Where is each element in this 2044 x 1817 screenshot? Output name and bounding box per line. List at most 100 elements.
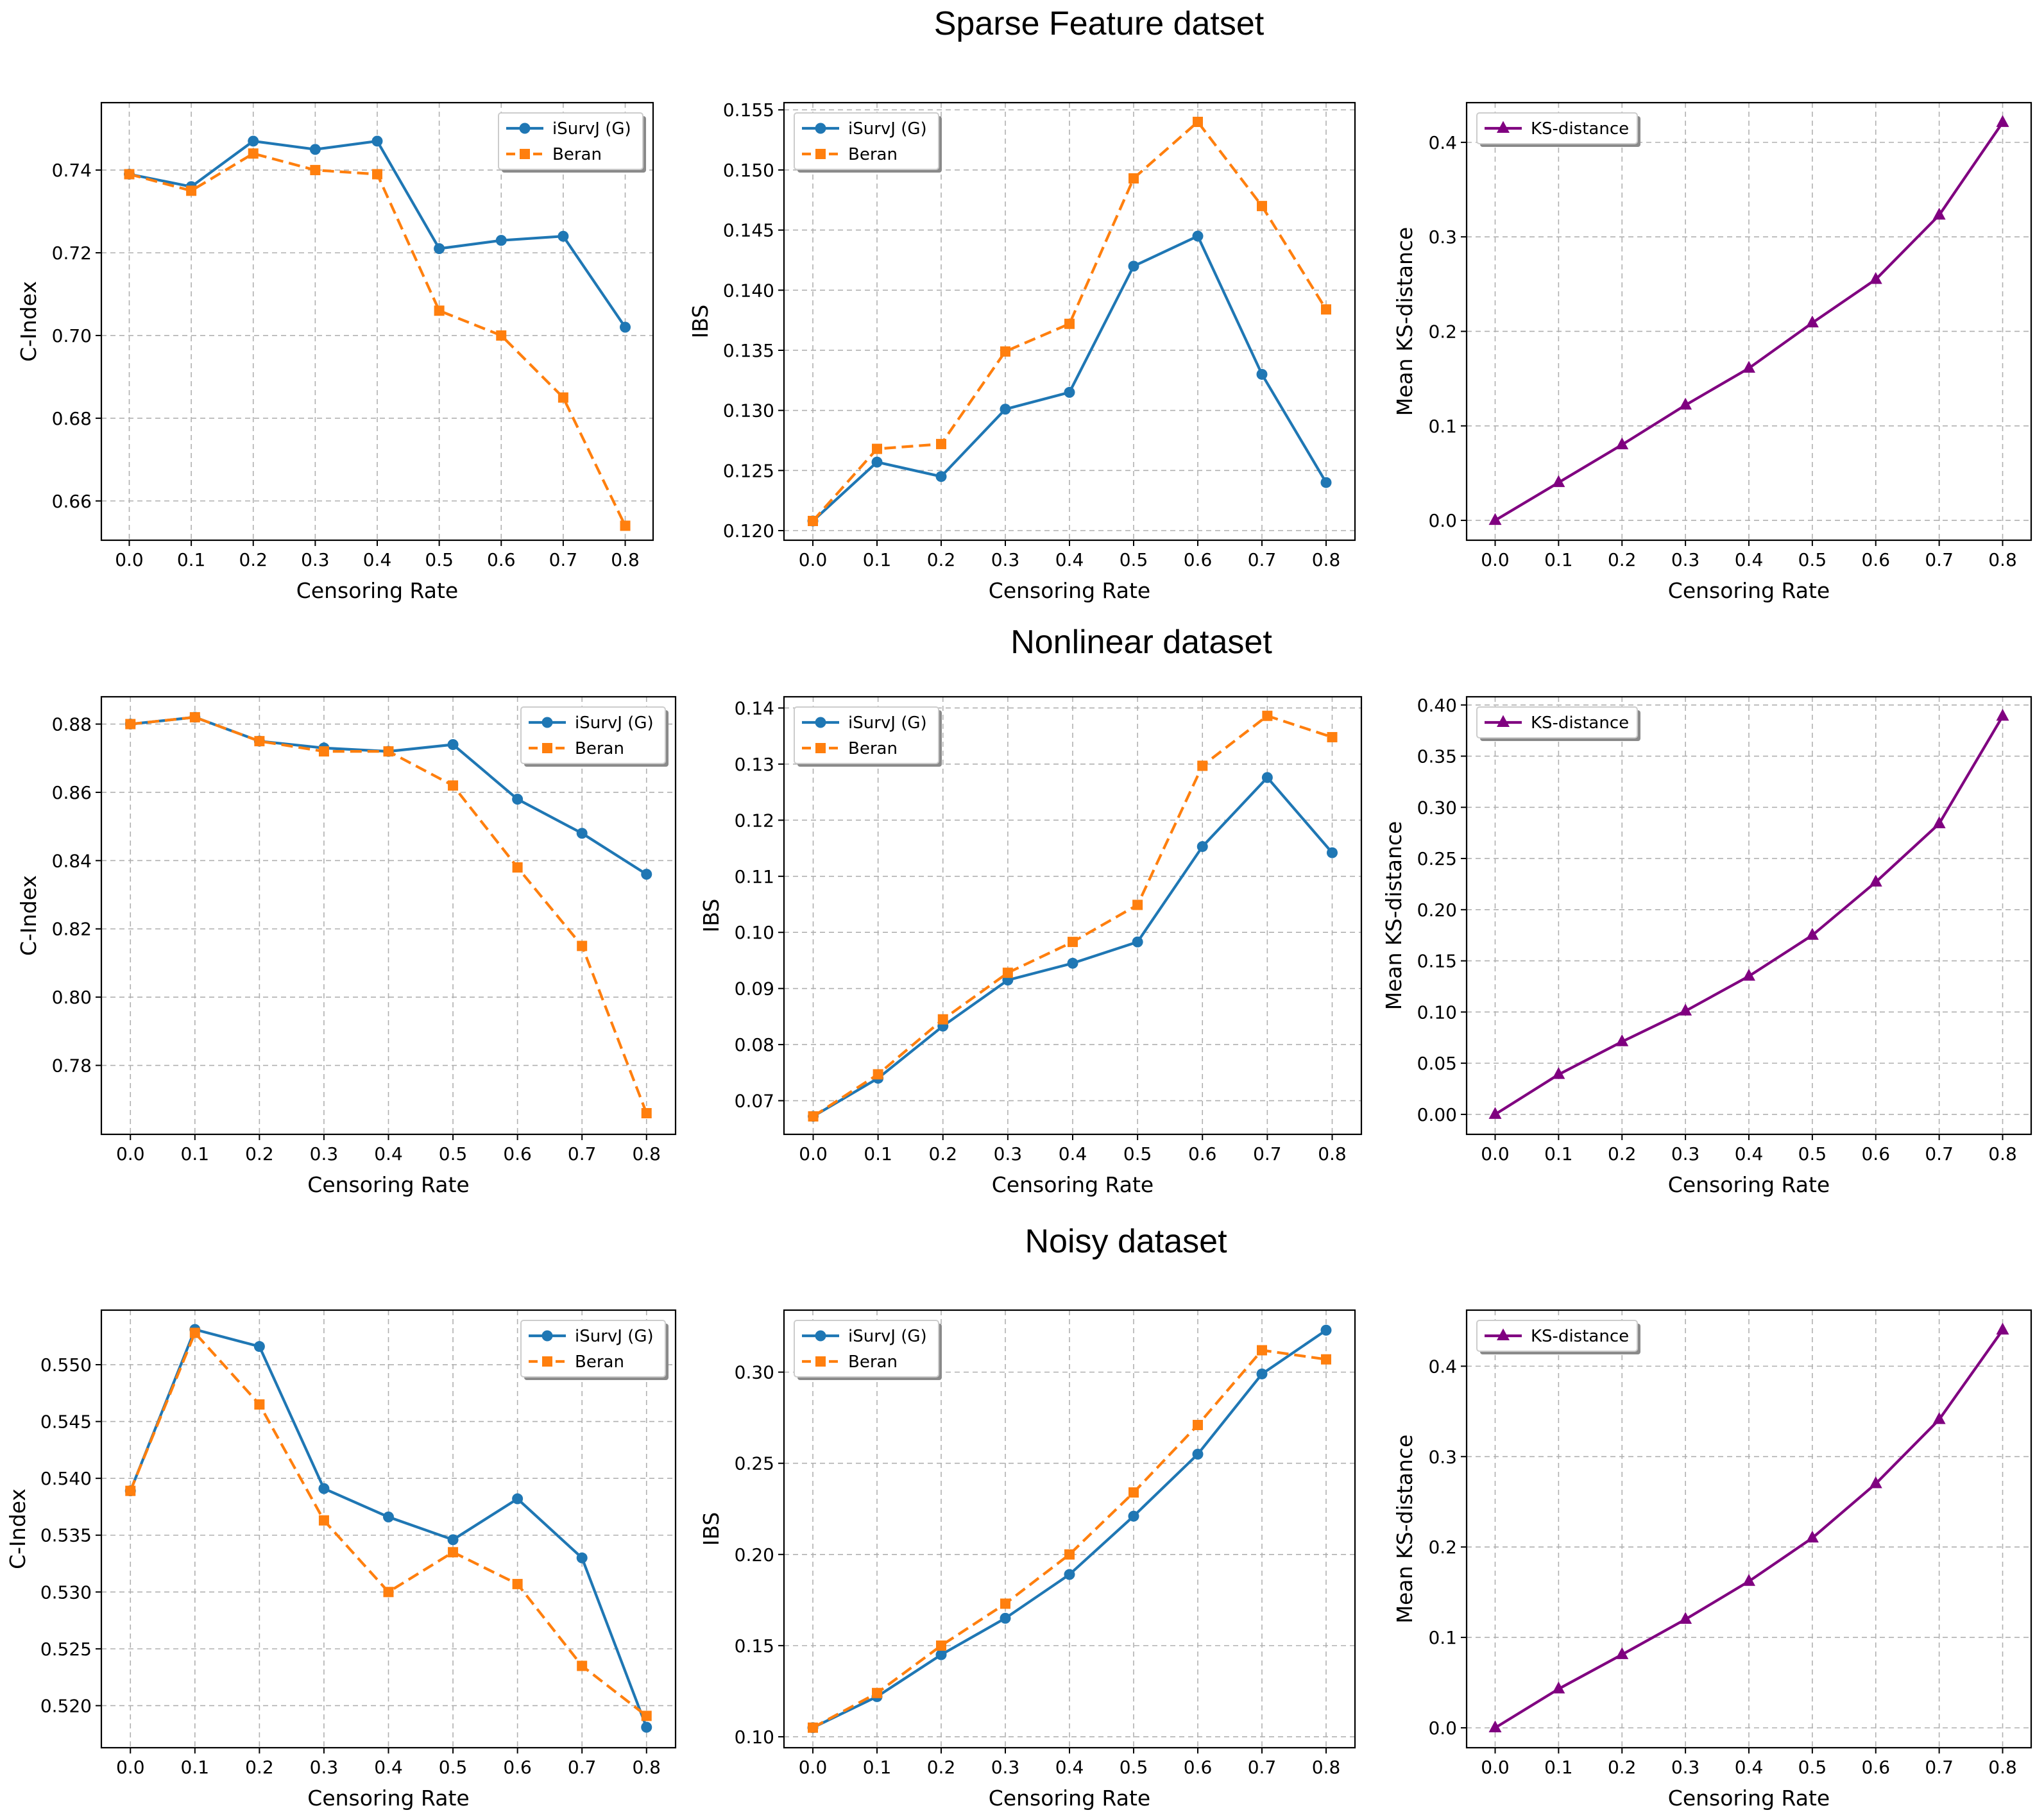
data-point [125,1485,136,1496]
data-point [495,235,507,246]
y-tick-label: 0.15 [735,1635,774,1657]
x-axis-label: Censoring Rate [307,1172,469,1197]
data-point [1197,840,1208,852]
x-tick-label: 0.6 [1188,1143,1217,1164]
data-point [1742,361,1755,373]
data-point [1488,1720,1502,1732]
data-point [1320,477,1332,488]
x-tick-label: 0.5 [1798,1143,1827,1164]
data-point [1996,1322,2009,1335]
data-point [576,1552,588,1564]
legend-label: Beran [552,145,602,164]
data-point [248,148,259,159]
x-tick-label: 0.1 [177,549,206,570]
y-tick-label: 0.80 [52,987,92,1008]
data-point [383,1511,394,1523]
x-tick-label: 0.5 [1123,1143,1152,1164]
data-point [872,443,882,454]
y-tick-label: 0.70 [52,325,92,346]
data-point [1193,116,1203,127]
data-point [383,746,394,757]
data-point [577,1660,588,1671]
x-tick-label: 0.1 [863,1757,892,1778]
legend-label: KS-distance [1531,713,1629,733]
data-point [447,1534,459,1546]
data-point [1132,936,1143,948]
x-tick-label: 0.1 [1544,1757,1573,1778]
data-point [1679,397,1692,410]
x-axis-label: Censoring Rate [1668,1172,1830,1197]
x-tick-label: 0.1 [181,1143,210,1164]
x-tick-label: 0.1 [864,1143,892,1164]
data-point [448,1547,459,1558]
legend: iSurvJ (G) Beran [794,1320,942,1380]
x-tick-label: 0.7 [568,1143,597,1164]
data-point [189,712,200,722]
x-tick-label: 0.4 [374,1757,403,1778]
y-axis-label: Mean KS-distance [1381,821,1406,1011]
y-tick-label: 0.2 [1428,1537,1457,1558]
data-point [1805,928,1819,940]
data-point [1261,772,1273,783]
y-tick-label: 0.07 [735,1091,774,1112]
legend-marker [815,123,826,134]
chart-noisy-ks: 0.0 0.1 0.2 0.3 0.4 0.5 0.6 0.7 0.8 0.0 0.1 0.2 0.3 0… [1392,1309,2032,1811]
legend: KS-distance [1476,706,1640,741]
x-axis-label: Censoring Rate [307,1786,469,1811]
legend-label: iSurvJ (G) [848,1327,927,1346]
legend-marker [520,149,530,159]
data-point [1000,1612,1011,1624]
data-point [1067,957,1078,969]
y-tick-label: 0.08 [735,1034,774,1055]
data-point [248,135,259,147]
data-point [1064,1569,1075,1580]
x-tick-label: 0.7 [568,1757,597,1778]
x-tick-label: 0.5 [439,1757,468,1778]
data-point [1064,1549,1075,1560]
chart-sparse-ks: 0.0 0.1 0.2 0.3 0.4 0.5 0.6 0.7 0.8 0.0 0.1 0.2 0.3 0… [1392,101,2032,603]
data-point [1742,969,1755,981]
x-tick-label: 0.0 [799,549,828,570]
legend-marker [815,149,826,159]
data-point [310,165,321,176]
data-point [935,1649,947,1660]
y-axis-label: Mean KS-distance [1392,1435,1417,1624]
y-axis-label: IBS [699,1512,724,1546]
x-tick-label: 0.6 [1861,1757,1890,1778]
x-tick-label: 0.8 [1988,1757,2017,1778]
data-point [620,520,631,531]
data-point [641,1710,652,1721]
data-point [1262,710,1273,721]
y-tick-label: 0.13 [735,754,774,775]
y-tick-label: 0.120 [723,520,774,542]
x-tick-label: 0.7 [1253,1143,1282,1164]
y-tick-label: 0.550 [40,1354,92,1376]
data-point [576,828,588,839]
x-tick-label: 0.3 [1671,1757,1700,1778]
data-point [1805,1530,1819,1543]
data-point [318,746,329,757]
chart-nonlinear-cindex: 0.0 0.1 0.2 0.3 0.4 0.5 0.6 0.7 0.8 0.78 0.80 0.82 0… [16,695,677,1197]
x-tick-label: 0.4 [363,549,392,570]
y-axis-label: IBS [688,305,713,339]
y-tick-label: 0.125 [723,460,774,481]
data-point [434,243,445,255]
x-tick-label: 0.4 [1055,1757,1084,1778]
data-point [1000,1598,1010,1609]
x-tick-label: 0.0 [116,1757,145,1778]
legend-label: iSurvJ (G) [575,1327,654,1346]
data-point [1064,318,1075,329]
legend-label: iSurvJ (G) [848,713,927,733]
x-tick-label: 0.3 [301,549,330,570]
data-point [1615,437,1629,450]
legend-label: iSurvJ (G) [575,713,654,733]
data-point [496,330,507,341]
data-point [1679,1612,1692,1624]
legend: KS-distance [1476,1320,1640,1354]
data-point [448,780,459,791]
data-point [1321,1354,1331,1365]
x-tick-label: 0.3 [310,1757,339,1778]
data-point [383,1587,394,1598]
chart-nonlinear-ibs: 0.0 0.1 0.2 0.3 0.4 0.5 0.6 0.7 0.8 0.07 0.08 0.09 0… [699,695,1363,1197]
data-point [1488,1107,1502,1119]
